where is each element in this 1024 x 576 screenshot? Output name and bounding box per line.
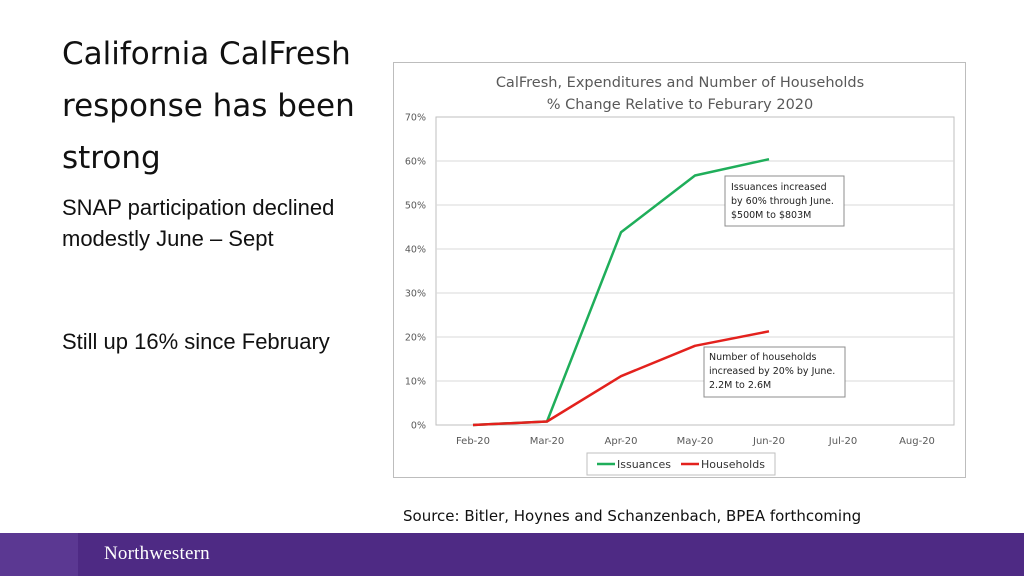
footer-accent <box>0 533 78 576</box>
y-tick-label: 70% <box>405 113 426 124</box>
slide-title: California CalFresh response has been st… <box>62 36 355 176</box>
y-axis: 0% 10% 20% 30% 40% 50% 60% 70% <box>405 113 426 432</box>
source-citation: Source: Bitler, Hoynes and Schanzenbach,… <box>403 507 862 525</box>
svg-text:Number of households i: Number of households increased by 20% by… <box>709 352 838 391</box>
annotation-households-box <box>703 346 846 398</box>
legend: Issuances Households <box>586 452 776 476</box>
series-lines <box>472 157 770 427</box>
x-tick-label: Feb-20 <box>456 436 490 447</box>
annotation-issuances-line-3: $500M to $803M <box>731 210 811 221</box>
legend-label-households: Households <box>701 458 765 471</box>
annotation-households-line-3: 2.2M to 2.6M <box>709 380 771 391</box>
x-tick-label: Apr-20 <box>605 436 638 447</box>
y-tick-label: 60% <box>405 157 426 168</box>
annotation-issuances-line-1: Issuances increased <box>731 182 827 193</box>
gridlines <box>436 160 954 382</box>
annotation-issuances-box <box>724 175 845 227</box>
footer-bar: Northwestern <box>0 533 1024 576</box>
series-line-households <box>472 330 770 427</box>
y-tick-label: 50% <box>405 201 426 212</box>
svg-text:Issuances increased by: Issuances increased by 60% through June.… <box>731 182 837 221</box>
chart-frame: CalFresh, Expenditures and Number of Hou… <box>393 62 966 478</box>
x-tick-label: Mar-20 <box>530 436 565 447</box>
x-tick-label: May-20 <box>677 436 714 447</box>
legend-label-issuances: Issuances <box>617 458 671 471</box>
y-tick-label: 30% <box>405 289 426 300</box>
annotation-households-line-2: increased by 20% by June. <box>709 366 835 377</box>
line-chart: CalFresh, Expenditures and Number of Hou… <box>405 75 955 476</box>
annotation-issuances-line-2: by 60% through June. <box>731 196 834 207</box>
bullet-still-up: Still up 16% since February <box>62 329 330 354</box>
x-tick-label: Aug-20 <box>899 436 935 447</box>
y-tick-label: 20% <box>405 333 426 344</box>
y-tick-label: 10% <box>405 377 426 388</box>
annotation-households-line-1: Number of households <box>709 352 817 363</box>
northwestern-logo: Northwestern <box>104 543 210 564</box>
y-tick-label: 0% <box>411 421 426 432</box>
bullet-snap-participation: SNAP participation declined modestly Jun… <box>62 195 335 251</box>
annotation-issuances: Issuances increased by 60% through June.… <box>724 175 845 227</box>
y-tick-label: 40% <box>405 245 426 256</box>
annotation-households: Number of households increased by 20% by… <box>703 346 846 398</box>
x-tick-label: Jul-20 <box>828 436 857 447</box>
chart-title: CalFresh, Expenditures and Number of Hou… <box>496 75 864 91</box>
plot-area-border <box>435 116 955 426</box>
x-axis: Feb-20 Mar-20 Apr-20 May-20 Jun-20 Jul-20 Aug-… <box>456 436 935 447</box>
x-tick-label: Jun-20 <box>752 436 785 447</box>
chart-subtitle: % Change Relative to Feburary 2020 <box>547 97 814 113</box>
